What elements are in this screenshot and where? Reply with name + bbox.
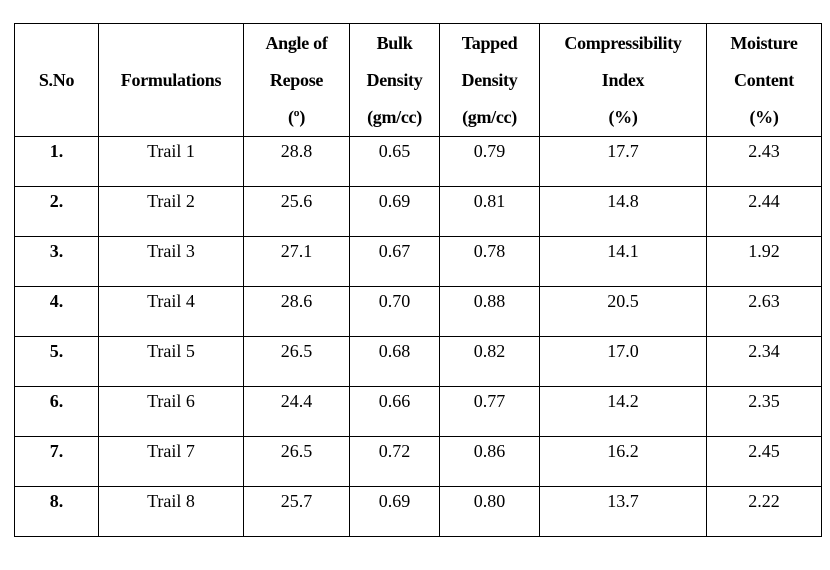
cell-compressibility-index: 14.8 xyxy=(539,186,707,237)
cell-compressibility-index: 13.7 xyxy=(539,486,707,537)
cell-bulk-density: 0.72 xyxy=(349,436,440,487)
header-angle-of-repose: Angle of Repose (º) xyxy=(243,23,350,137)
header-line: Index xyxy=(601,69,645,90)
cell-moisture-content: 1.92 xyxy=(706,236,822,287)
cell-formulation: Trail 6 xyxy=(98,386,244,437)
table-row: 6. Trail 6 24.4 0.66 0.77 14.2 2.35 xyxy=(14,386,822,437)
cell-tapped-density: 0.81 xyxy=(439,186,540,237)
cell-angle-of-repose: 28.6 xyxy=(243,286,350,337)
cell-bulk-density: 0.65 xyxy=(349,136,440,187)
cell-angle-of-repose: 25.7 xyxy=(243,486,350,537)
header-line: (%) xyxy=(608,106,638,127)
cell-tapped-density: 0.78 xyxy=(439,236,540,287)
cell-bulk-density: 0.70 xyxy=(349,286,440,337)
cell-moisture-content: 2.45 xyxy=(706,436,822,487)
cell-formulation: Trail 4 xyxy=(98,286,244,337)
cell-sno: 2. xyxy=(14,186,99,237)
table-row: 5. Trail 5 26.5 0.68 0.82 17.0 2.34 xyxy=(14,336,822,387)
cell-moisture-content: 2.63 xyxy=(706,286,822,337)
header-line: Formulations xyxy=(120,69,222,90)
cell-sno: 1. xyxy=(14,136,99,187)
cell-sno: 8. xyxy=(14,486,99,537)
cell-formulation: Trail 2 xyxy=(98,186,244,237)
header-bulk-density: Bulk Density (gm/cc) xyxy=(349,23,440,137)
cell-compressibility-index: 17.0 xyxy=(539,336,707,387)
cell-tapped-density: 0.77 xyxy=(439,386,540,437)
table-row: 1. Trail 1 28.8 0.65 0.79 17.7 2.43 xyxy=(14,136,822,187)
cell-compressibility-index: 20.5 xyxy=(539,286,707,337)
cell-formulation: Trail 3 xyxy=(98,236,244,287)
cell-sno: 5. xyxy=(14,336,99,387)
cell-angle-of-repose: 26.5 xyxy=(243,336,350,387)
cell-moisture-content: 2.35 xyxy=(706,386,822,437)
cell-sno: 6. xyxy=(14,386,99,437)
cell-compressibility-index: 16.2 xyxy=(539,436,707,487)
cell-tapped-density: 0.80 xyxy=(439,486,540,537)
cell-angle-of-repose: 24.4 xyxy=(243,386,350,437)
cell-bulk-density: 0.66 xyxy=(349,386,440,437)
cell-bulk-density: 0.67 xyxy=(349,236,440,287)
cell-angle-of-repose: 25.6 xyxy=(243,186,350,237)
header-line: Compressibility xyxy=(564,32,682,53)
cell-moisture-content: 2.34 xyxy=(706,336,822,387)
header-line: Moisture xyxy=(730,32,798,53)
header-line: Bulk xyxy=(376,32,413,53)
header-line: (gm/cc) xyxy=(462,106,517,127)
header-moisture-content: Moisture Content (%) xyxy=(706,23,822,137)
table-row: 3. Trail 3 27.1 0.67 0.78 14.1 1.92 xyxy=(14,236,822,287)
header-line: (%) xyxy=(749,106,779,127)
cell-angle-of-repose: 28.8 xyxy=(243,136,350,187)
cell-compressibility-index: 17.7 xyxy=(539,136,707,187)
cell-moisture-content: 2.22 xyxy=(706,486,822,537)
table-row: 7. Trail 7 26.5 0.72 0.86 16.2 2.45 xyxy=(14,436,822,487)
cell-tapped-density: 0.82 xyxy=(439,336,540,387)
cell-sno: 7. xyxy=(14,436,99,487)
header-tapped-density: Tapped Density (gm/cc) xyxy=(439,23,540,137)
cell-angle-of-repose: 26.5 xyxy=(243,436,350,487)
table-row: 2. Trail 2 25.6 0.69 0.81 14.8 2.44 xyxy=(14,186,822,237)
header-line: Density xyxy=(366,69,423,90)
header-line: Tapped xyxy=(461,32,518,53)
header-row: S.No Formulations Angle of Repose (º) Bulk Den… xyxy=(14,23,822,137)
cell-formulation: Trail 5 xyxy=(98,336,244,387)
cell-tapped-density: 0.86 xyxy=(439,436,540,487)
cell-formulation: Trail 7 xyxy=(98,436,244,487)
header-formulation: Formulations xyxy=(98,23,244,137)
cell-angle-of-repose: 27.1 xyxy=(243,236,350,287)
table-row: 8. Trail 8 25.7 0.69 0.80 13.7 2.22 xyxy=(14,486,822,537)
cell-tapped-density: 0.79 xyxy=(439,136,540,187)
cell-bulk-density: 0.68 xyxy=(349,336,440,387)
header-compressibility-index: Compressibility Index (%) xyxy=(539,23,707,137)
cell-compressibility-index: 14.1 xyxy=(539,236,707,287)
cell-moisture-content: 2.44 xyxy=(706,186,822,237)
formulation-properties-table: S.No Formulations Angle of Repose (º) Bulk Den… xyxy=(14,23,822,537)
header-line: Content xyxy=(734,69,794,90)
header-line: Density xyxy=(461,69,518,90)
cell-sno: 3. xyxy=(14,236,99,287)
cell-moisture-content: 2.43 xyxy=(706,136,822,187)
cell-formulation: Trail 1 xyxy=(98,136,244,187)
header-line: S.No xyxy=(38,69,75,90)
cell-sno: 4. xyxy=(14,286,99,337)
header-line: (º) xyxy=(287,106,306,127)
header-line: Angle of xyxy=(265,32,328,53)
header-sno: S.No xyxy=(14,23,99,137)
cell-tapped-density: 0.88 xyxy=(439,286,540,337)
header-line: (gm/cc) xyxy=(367,106,422,127)
cell-formulation: Trail 8 xyxy=(98,486,244,537)
header-line: Repose xyxy=(269,69,324,90)
cell-bulk-density: 0.69 xyxy=(349,186,440,237)
table-row: 4. Trail 4 28.6 0.70 0.88 20.5 2.63 xyxy=(14,286,822,337)
cell-compressibility-index: 14.2 xyxy=(539,386,707,437)
cell-bulk-density: 0.69 xyxy=(349,486,440,537)
